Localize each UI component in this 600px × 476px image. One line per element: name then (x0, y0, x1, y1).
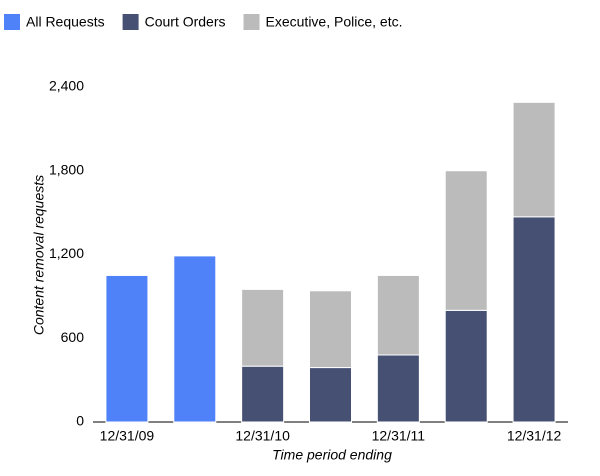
x-tick-label: 12/31/09 (100, 428, 155, 444)
y-axis-title: Content removal requests (31, 175, 47, 335)
y-tick-label: 2,400 (49, 78, 84, 94)
legend-swatch (243, 14, 260, 30)
bar-segment (512, 216, 556, 423)
legend-label: Court Orders (145, 14, 226, 30)
bar-segment (444, 170, 488, 311)
bar-segment (105, 274, 149, 423)
x-tick-label: 12/31/11 (372, 428, 426, 444)
bar-segment (173, 255, 217, 423)
bar-segment (309, 367, 352, 423)
x-axis-title: Time period ending (272, 447, 392, 463)
bar-segment (309, 290, 352, 369)
bar-segment (512, 101, 556, 218)
legend-swatch (4, 14, 20, 30)
legend-label: Executive, Police, etc. (266, 14, 403, 30)
y-tick-label: 1,200 (49, 245, 84, 261)
legend-swatch (122, 14, 139, 30)
bar-segment (241, 365, 285, 423)
bar-segment (376, 354, 420, 423)
bar-segment (444, 309, 488, 423)
legend-label: All Requests (26, 14, 105, 30)
y-tick-label: 600 (61, 329, 85, 345)
y-tick-label: 0 (76, 413, 84, 429)
x-tick-label: 12/31/10 (235, 428, 290, 444)
bar-segment (241, 288, 285, 367)
bar-segment (376, 274, 420, 356)
y-tick-label: 1,800 (49, 161, 84, 177)
x-tick-label: 12/31/12 (507, 428, 562, 444)
